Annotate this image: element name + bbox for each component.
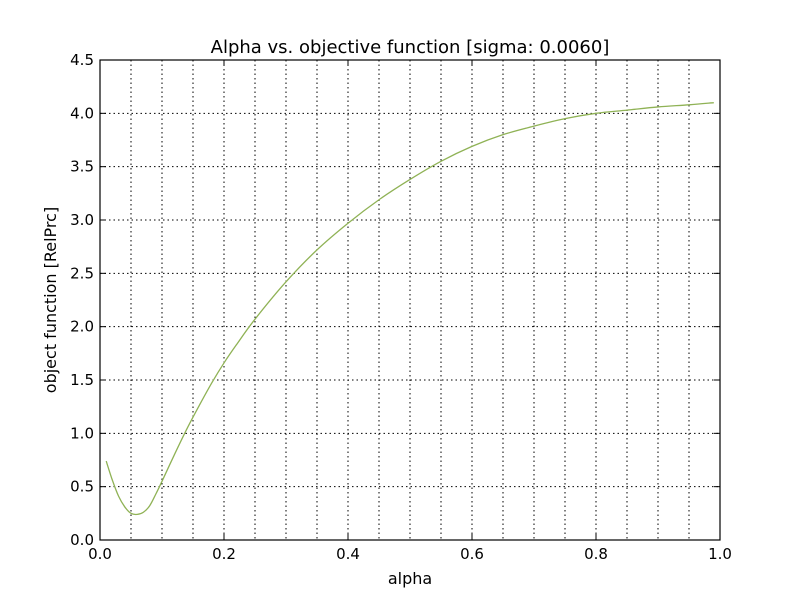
x-tick-label: 0.4 bbox=[336, 545, 360, 563]
y-tick-label: 1.0 bbox=[70, 424, 94, 442]
x-tick-label: 0.2 bbox=[212, 545, 236, 563]
y-tick-label: 4.0 bbox=[70, 104, 94, 122]
series-line bbox=[105, 102, 714, 516]
x-axis-tick-labels: 0.0 0.2 0.4 0.6 0.8 1.0 bbox=[88, 545, 732, 563]
grid-lines bbox=[100, 60, 720, 540]
y-tick-label: 2.0 bbox=[70, 318, 94, 336]
y-tick-label: 1.5 bbox=[70, 371, 94, 389]
x-tick-label: 0.0 bbox=[88, 545, 112, 563]
plot-area-frame bbox=[99, 59, 721, 541]
axis-ticks bbox=[99, 59, 721, 541]
y-tick-label: 2.5 bbox=[70, 264, 94, 282]
x-tick-label: 1.0 bbox=[708, 545, 732, 563]
x-tick-label: 0.8 bbox=[584, 545, 608, 563]
y-tick-label: 0.5 bbox=[70, 478, 94, 496]
y-tick-label: 3.5 bbox=[70, 158, 94, 176]
y-axis-tick-labels: 0.0 0.5 1.0 1.5 2.0 2.5 3.0 3.5 4.0 4.5 bbox=[70, 51, 94, 549]
x-tick-label: 0.6 bbox=[460, 545, 484, 563]
y-tick-label: 0.0 bbox=[70, 531, 94, 549]
chart-title: Alpha vs. objective function [sigma: 0.0… bbox=[211, 37, 610, 58]
x-axis-title: alpha bbox=[388, 569, 432, 588]
y-tick-label: 4.5 bbox=[70, 51, 94, 69]
y-tick-label: 3.0 bbox=[70, 211, 94, 229]
y-axis-title: object function [RelPrc] bbox=[41, 207, 60, 393]
series-layer bbox=[105, 102, 714, 516]
